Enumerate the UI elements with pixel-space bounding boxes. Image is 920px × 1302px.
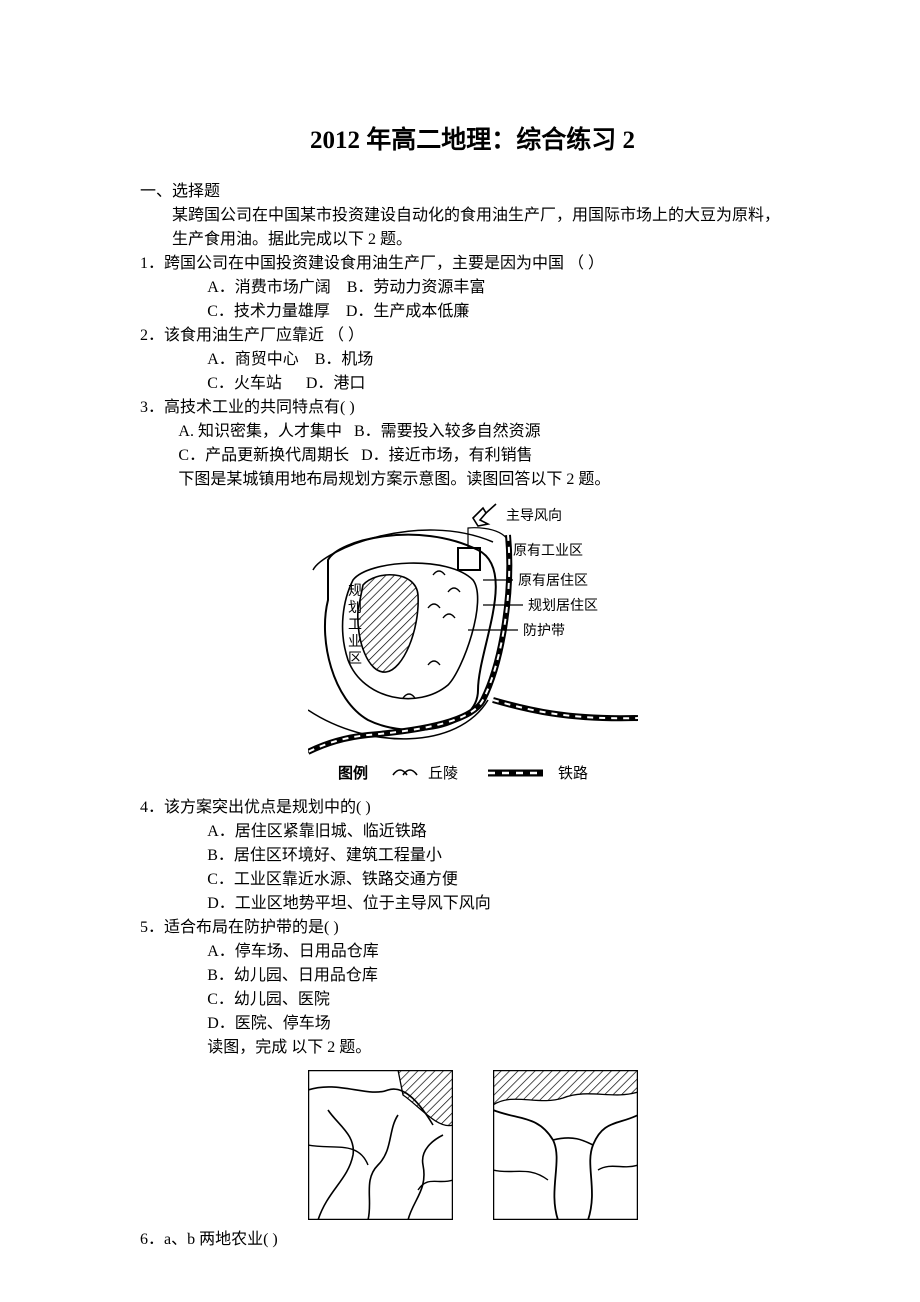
q4-stem: 4．该方案突出优点是规划中的( ) xyxy=(140,796,805,820)
q6-stem: 6．a、b 两地农业( ) xyxy=(140,1228,805,1252)
context-a-line1: 某跨国公司在中国某市投资建设自动化的食用油生产厂，用国际市场上的大豆为原料， xyxy=(140,204,805,228)
label-buffer: 防护带 xyxy=(523,623,565,639)
label-residence-old: 原有居住区 xyxy=(518,573,588,589)
label-residence-plan: 规划居住区 xyxy=(528,598,598,614)
label-plan-industry-5: 区 xyxy=(348,651,362,667)
q3-trailer: 下图是某城镇用地布局规划方案示意图。读图回答以下 2 题。 xyxy=(178,468,805,492)
q5-stem: 5．适合布局在防护带的是( ) xyxy=(140,916,805,940)
q3-options-row2: C．产品更新换代周期长 D．接近市场，有利销售 xyxy=(178,444,805,468)
q5-opt-b: B．幼儿园、日用品仓库 xyxy=(207,964,805,988)
q4-opt-a: A．居住区紧靠旧城、临近铁路 xyxy=(207,820,805,844)
label-plan-industry-1: 规 xyxy=(348,583,362,599)
q1-options-row1: A．消费市场广阔 B．劳动力资源丰富 xyxy=(207,276,805,300)
q2-options-row2: C．火车站 D．港口 xyxy=(207,372,805,396)
q2-stem: 2．该食用油生产厂应靠近 （ ） xyxy=(140,324,805,348)
map-panel-a xyxy=(308,1070,453,1220)
label-plan-industry-3: 工 xyxy=(348,618,362,633)
q1-stem: 1．跨国公司在中国投资建设食用油生产厂，主要是因为中国 （ ） xyxy=(140,252,805,276)
legend-title: 图例 xyxy=(338,764,368,782)
q4-opt-b: B．居住区环境好、建筑工程量小 xyxy=(207,844,805,868)
q5-trailer: 读图，完成 以下 2 题。 xyxy=(207,1036,805,1060)
legend-rail-label: 铁路 xyxy=(558,765,588,782)
label-plan-industry-4: 业 xyxy=(348,634,362,650)
wind-arrow-icon xyxy=(473,504,496,526)
figure-town-plan: 主导风向 原有工业区 原有居住区 规划居住区 防护带 规 划 工 业 区 xyxy=(308,500,638,790)
q4-opt-c: C．工业区靠近水源、铁路交通方便 xyxy=(207,868,805,892)
legend-hill-icon xyxy=(393,770,417,775)
q2-options-row1: A．商贸中心 B．机场 xyxy=(207,348,805,372)
q3-stem: 3．高技术工业的共同特点有( ) xyxy=(140,396,805,420)
q4-opt-d: D．工业区地势平坦、位于主导风下风向 xyxy=(207,892,805,916)
label-industry-old: 原有工业区 xyxy=(513,543,583,559)
label-plan-industry-2: 划 xyxy=(348,600,362,616)
map-panel-b xyxy=(493,1070,638,1220)
q5-opt-d: D．医院、停车场 xyxy=(207,1012,805,1036)
label-wind: 主导风向 xyxy=(506,508,562,524)
q5-opt-a: A．停车场、日用品仓库 xyxy=(207,940,805,964)
q5-opt-c: C．幼儿园、医院 xyxy=(207,988,805,1012)
figure-map-pair xyxy=(140,1070,805,1220)
legend-hill-label: 丘陵 xyxy=(428,765,458,782)
q1-options-row2: C．技术力量雄厚 D．生产成本低廉 xyxy=(207,300,805,324)
page: 2012 年高二地理：综合练习 2 一、选择题 某跨国公司在中国某市投资建设自动… xyxy=(0,0,920,1302)
context-a-line2: 生产食用油。据此完成以下 2 题。 xyxy=(140,228,805,252)
page-title: 2012 年高二地理：综合练习 2 xyxy=(140,120,805,156)
q3-options-row1: A. 知识密集，人才集中 B．需要投入较多自然资源 xyxy=(178,420,805,444)
section-heading: 一、选择题 xyxy=(140,180,805,204)
